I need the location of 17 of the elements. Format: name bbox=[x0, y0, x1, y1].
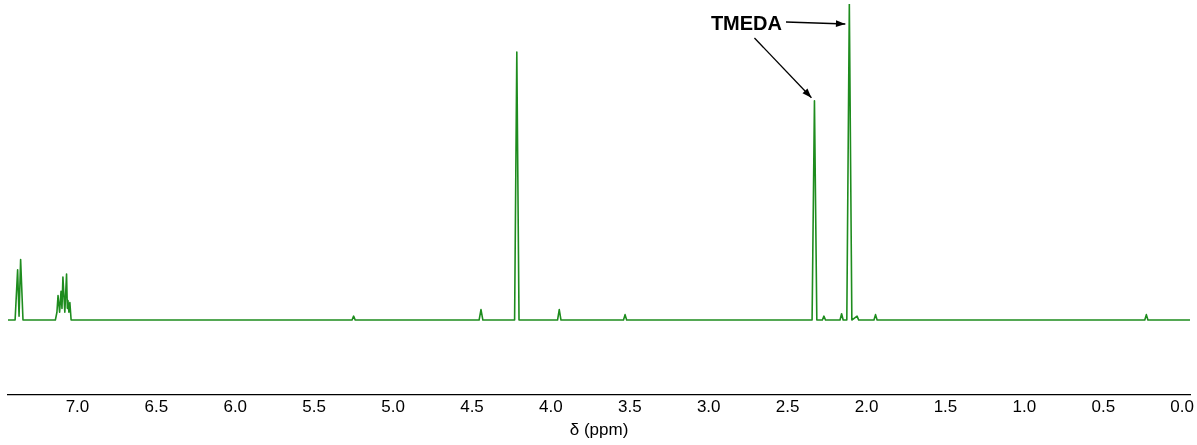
x-tick-label: 4.5 bbox=[460, 397, 484, 417]
x-tick-label: 1.0 bbox=[1012, 397, 1037, 417]
x-tick-label: 0.5 bbox=[1091, 397, 1116, 417]
x-tick-label: 6.5 bbox=[144, 397, 169, 417]
x-tick-label: 5.5 bbox=[302, 397, 326, 417]
x-tick-label: 0.0 bbox=[1170, 397, 1194, 417]
x-tick-label: 5.0 bbox=[381, 397, 405, 417]
annotation: TMEDA bbox=[710, 11, 783, 34]
x-tick-label: 6.0 bbox=[223, 397, 248, 417]
x-tick-label: 1.5 bbox=[933, 397, 958, 417]
x-axis-title: δ (ppm) bbox=[569, 420, 629, 440]
x-tick-label: 3.0 bbox=[696, 397, 721, 417]
x-tick-label: 2.5 bbox=[775, 397, 800, 417]
x-tick-label: 4.0 bbox=[539, 397, 563, 417]
x-tick-label: 7.0 bbox=[65, 397, 90, 417]
x-tick-label: 2.0 bbox=[854, 397, 879, 417]
x-tick-label: 3.5 bbox=[617, 397, 642, 417]
